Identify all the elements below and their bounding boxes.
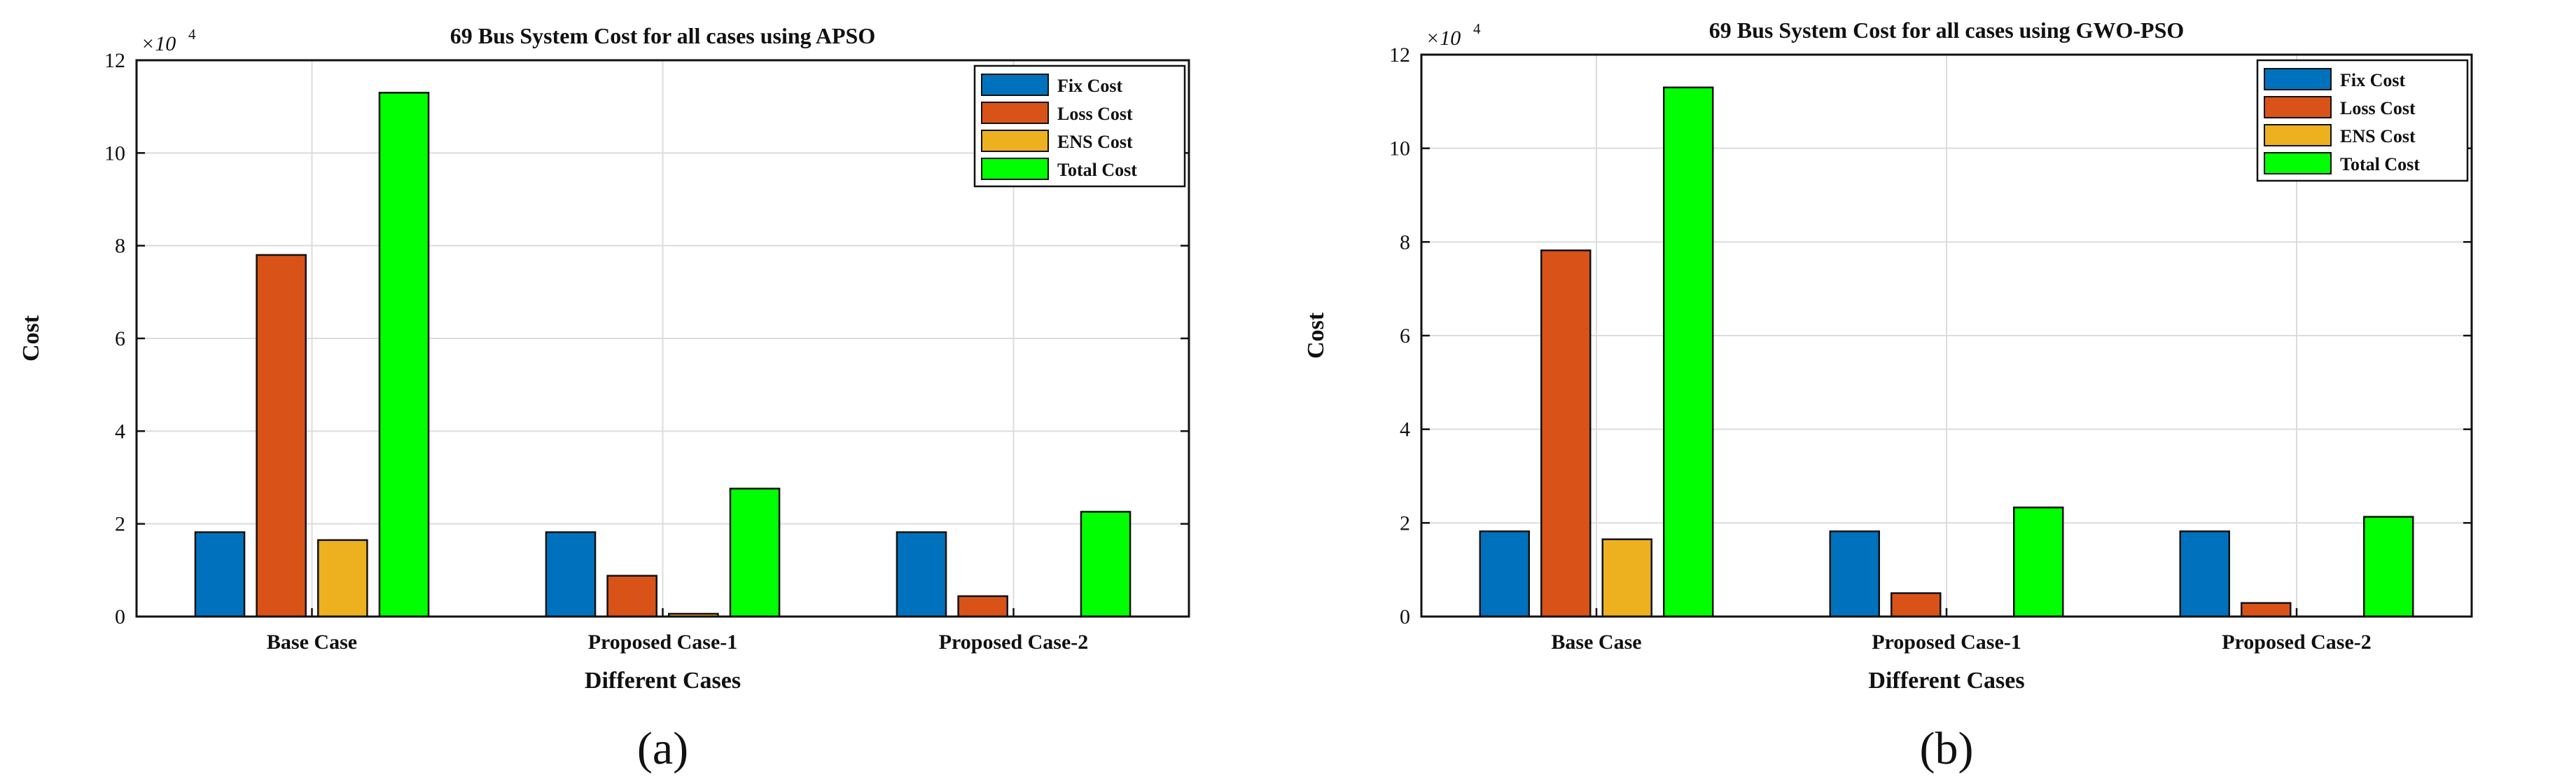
x-tick-label: Base Case xyxy=(267,631,357,654)
bar-total-cost-2 xyxy=(729,488,781,618)
y-tick-label: 4 xyxy=(115,420,125,443)
bar-fix-cost-2 xyxy=(1829,530,1880,618)
chart-title: 69 Bus System Cost for all cases using A… xyxy=(450,23,875,48)
y-tick-label: 8 xyxy=(115,235,125,258)
y-axis-label: Cost xyxy=(18,315,44,362)
legend-swatch-loss-cost xyxy=(2264,96,2332,118)
chart-b: 0 2 4 6 8 10 12 Base Case Proposed Case-1 Propose… xyxy=(1303,18,2473,774)
y-tick-label: 8 xyxy=(1400,231,1410,254)
legend-swatch-fix-cost xyxy=(981,74,1049,96)
x-tick-label: Proposed Case-1 xyxy=(588,631,738,654)
x-tick-label: Proposed Case-2 xyxy=(939,631,1089,654)
y-tick-label: 10 xyxy=(104,142,125,165)
y-tick-label: 10 xyxy=(1389,137,1410,160)
y-tick-label: 12 xyxy=(1389,43,1410,67)
legend-swatch-loss-cost xyxy=(981,102,1049,124)
y-tick-label: 0 xyxy=(1400,605,1410,628)
bar-fix-cost-3 xyxy=(896,531,947,618)
panel-label: (b) xyxy=(1920,723,1974,774)
bar-fix-cost-1 xyxy=(1479,530,1530,618)
bar-ens-cost-1 xyxy=(317,539,368,618)
bar-total-cost-1 xyxy=(378,92,430,618)
y-tick-label: 6 xyxy=(115,327,125,350)
chart-title: 69 Bus System Cost for all cases using G… xyxy=(1709,18,2185,43)
bar-fix-cost-2 xyxy=(545,531,597,618)
bar-fix-cost-3 xyxy=(2179,530,2230,618)
x-axis-label: Different Cases xyxy=(585,668,741,694)
legend-entry-total-cost: Total Cost xyxy=(1057,160,1137,180)
chart-panel-b: 0 2 4 6 8 10 12 Base Case Proposed Case-1 Propose… xyxy=(1288,0,2576,777)
y-tick-label: 6 xyxy=(1400,324,1410,348)
legend-swatch-ens-cost xyxy=(981,130,1049,152)
x-tick-label: Proposed Case-2 xyxy=(2222,631,2372,654)
x-axis-label: Different Cases xyxy=(1868,668,2024,694)
chart-a: 0 2 4 6 8 10 12 Base Case Proposed Case-1 Propose… xyxy=(18,23,1190,774)
panel-label: (a) xyxy=(637,723,688,774)
legend-entry-loss-cost: Loss Cost xyxy=(1057,104,1133,124)
y-axis-multiplier: ×10 xyxy=(1426,27,1461,50)
bar-ens-cost-1 xyxy=(1601,538,1652,618)
x-tick-label: Proposed Case-1 xyxy=(1872,631,2021,654)
bar-loss-cost-3 xyxy=(957,595,1008,618)
legend-entry-fix-cost: Fix Cost xyxy=(1057,76,1123,96)
legend-entry-ens-cost: ENS Cost xyxy=(1057,132,1133,152)
bar-loss-cost-3 xyxy=(2241,602,2292,618)
y-tick-label: 0 xyxy=(115,605,125,628)
y-tick-label: 2 xyxy=(1400,511,1410,535)
y-axis-label: Cost xyxy=(1303,312,1329,359)
bar-loss-cost-2 xyxy=(606,575,657,618)
legend-entry-ens-cost: ENS Cost xyxy=(2340,126,2416,146)
y-tick-label: 2 xyxy=(115,513,125,536)
legend-swatch-ens-cost xyxy=(2264,124,2332,146)
bar-loss-cost-2 xyxy=(1891,592,1942,618)
y-axis-multiplier-exponent: 4 xyxy=(188,26,196,43)
bar-total-cost-1 xyxy=(1663,86,1714,618)
legend-entry-total-cost: Total Cost xyxy=(2340,154,2420,174)
y-axis-multiplier: ×10 xyxy=(141,32,176,55)
y-tick-label: 12 xyxy=(104,49,125,72)
chart-panel-a: 0 2 4 6 8 10 12 Base Case Proposed Case-1 Propose… xyxy=(18,23,1190,774)
legend-entry-loss-cost: Loss Cost xyxy=(2340,98,2416,118)
x-tick-label: Base Case xyxy=(1551,631,1641,654)
y-axis-multiplier-exponent: 4 xyxy=(1473,20,1481,37)
bar-total-cost-2 xyxy=(2013,507,2064,618)
bar-fix-cost-1 xyxy=(194,531,246,618)
bar-loss-cost-1 xyxy=(1540,249,1592,618)
legend-entry-fix-cost: Fix Cost xyxy=(2340,70,2406,90)
y-tick-label: 4 xyxy=(1400,418,1410,441)
bar-total-cost-3 xyxy=(2363,516,2414,618)
bar-total-cost-3 xyxy=(1080,511,1132,618)
bar-loss-cost-1 xyxy=(256,254,307,618)
legend-swatch-fix-cost xyxy=(2264,68,2332,90)
legend-swatch-total-cost xyxy=(2264,152,2332,174)
legend-swatch-total-cost xyxy=(981,158,1049,180)
